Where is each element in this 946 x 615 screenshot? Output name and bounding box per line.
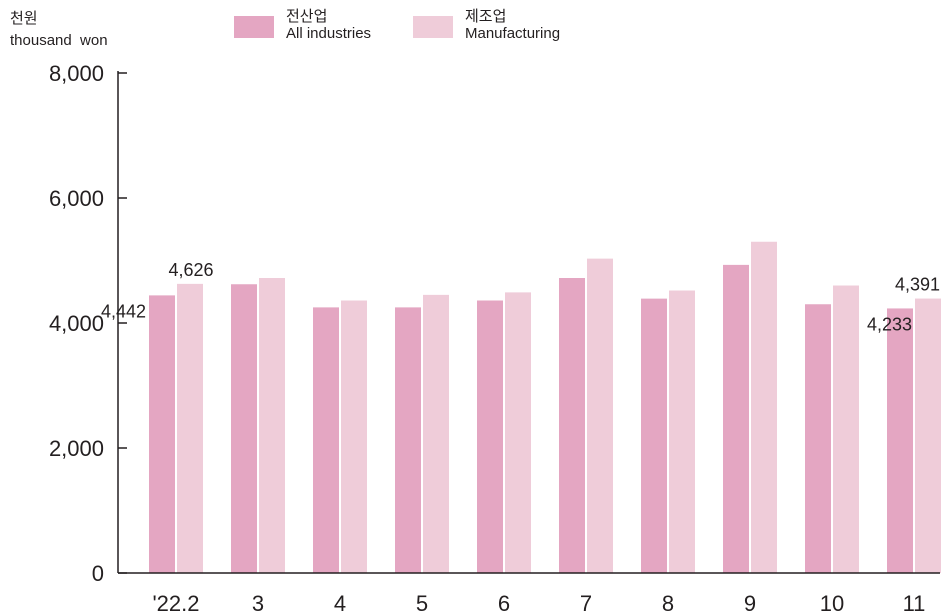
bar-all-industries [395,307,421,573]
y-tick-label: 4,000 [49,311,104,336]
data-label: 4,442 [101,301,146,321]
x-tick-label: 7 [580,591,592,615]
bar-manufacturing [751,242,777,573]
x-tick-label: 6 [498,591,510,615]
x-tick-label: 9 [744,591,756,615]
bar-manufacturing [177,284,203,573]
x-tick-label: 11 [903,591,926,615]
y-tick-label: 2,000 [49,436,104,461]
bar-all-industries [231,284,257,573]
bar-all-industries [149,295,175,573]
bar-all-industries [887,308,913,573]
x-tick-label: 3 [252,591,264,615]
y-tick-label: 6,000 [49,186,104,211]
bar-manufacturing [341,301,367,574]
bar-all-industries [641,299,667,573]
data-label: 4,233 [867,314,912,334]
bar-manufacturing [915,299,941,573]
bar-all-industries [805,304,831,573]
bar-all-industries [723,265,749,573]
y-tick-label: 8,000 [49,61,104,86]
bar-manufacturing [505,292,531,573]
x-tick-label: 8 [662,591,674,615]
bar-manufacturing [587,259,613,573]
bar-all-industries [477,301,503,574]
bar-manufacturing [423,295,449,573]
data-label: 4,391 [895,275,940,295]
bar-manufacturing [669,291,695,574]
y-tick-label: 0 [92,561,104,586]
data-label: 4,626 [168,260,213,280]
bar-manufacturing [833,286,859,574]
bar-all-industries [313,307,339,573]
x-tick-label: 10 [820,591,844,615]
x-tick-label: '22.2 [152,591,199,615]
x-tick-label: 5 [416,591,428,615]
bar-all-industries [559,278,585,573]
bar-manufacturing [259,278,285,573]
x-tick-label: 4 [334,591,346,615]
